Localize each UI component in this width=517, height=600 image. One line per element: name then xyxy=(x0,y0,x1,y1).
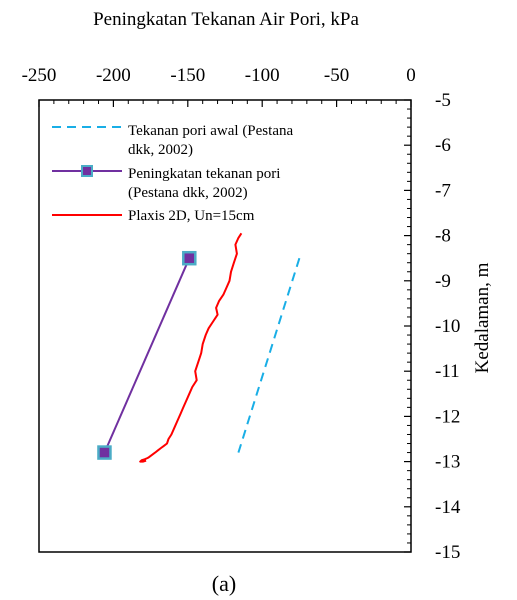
series-line-2 xyxy=(139,232,243,463)
legend-label: Peningkatan tekanan pori (Pestana dkk, 20… xyxy=(128,166,280,201)
x-tick-label: -150 xyxy=(170,65,205,86)
series-line-1 xyxy=(103,257,191,453)
y-tick-label: -7 xyxy=(435,180,451,201)
figure-caption: (a) xyxy=(212,571,236,596)
x-tick-label: -50 xyxy=(324,65,349,86)
data-point-marker xyxy=(182,250,197,266)
x-tick-label: -250 xyxy=(22,65,57,86)
y-tick-label: -15 xyxy=(435,542,460,563)
y-tick-label: -13 xyxy=(435,452,460,473)
data-point-marker xyxy=(97,445,112,460)
y-tick-label: -9 xyxy=(435,271,451,292)
legend-label: Plaxis 2D, Un=15cm xyxy=(128,208,255,224)
x-axis-title: Peningkatan Tekanan Air Pori, kPa xyxy=(93,9,359,30)
y-tick-label: -8 xyxy=(435,226,451,247)
plot-area-frame xyxy=(38,99,412,553)
y-tick-label: -10 xyxy=(435,316,460,337)
legend: Tekanan pori awal (Pestana dkk, 2002) Peni… xyxy=(52,123,293,224)
y-tick-label: -14 xyxy=(435,497,461,518)
series-line-0 xyxy=(237,257,301,453)
y-tick-label: -6 xyxy=(435,135,451,156)
x-tick-label: -100 xyxy=(245,65,280,86)
y-axis-title: Kedalaman, m xyxy=(472,262,493,373)
y-tick-label: -11 xyxy=(435,361,460,382)
x-tick-label: 0 xyxy=(406,65,416,86)
series-layer xyxy=(97,232,301,463)
y-axis-ticks: -5 -6 -7 -8 -9 -10 -11 -12 -13 -14 -15 xyxy=(404,90,461,563)
legend-marker xyxy=(81,165,93,177)
y-tick-label: -12 xyxy=(435,406,460,427)
x-tick-label: -200 xyxy=(96,65,131,86)
y-tick-label: -5 xyxy=(435,90,451,111)
legend-label: Tekanan pori awal (Pestana dkk, 2002) xyxy=(128,123,293,158)
